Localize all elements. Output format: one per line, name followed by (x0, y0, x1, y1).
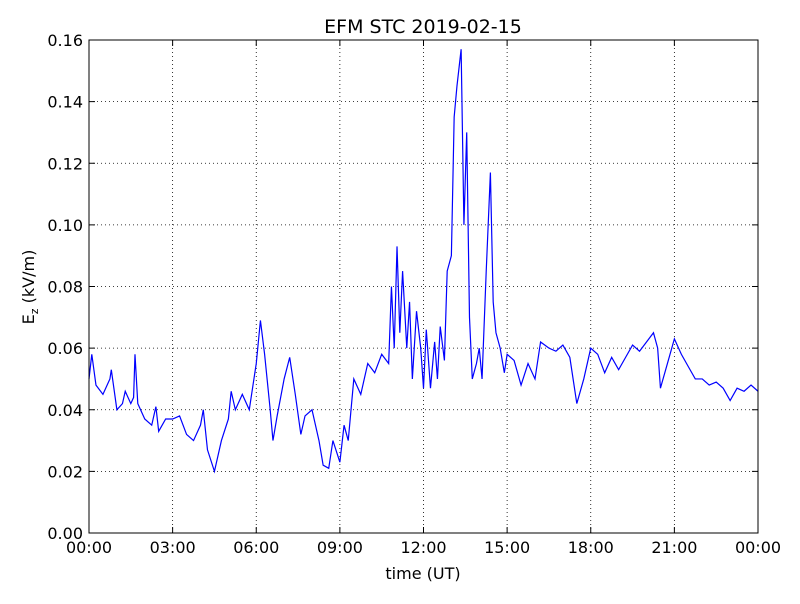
x-tick-label: 06:00 (233, 538, 279, 557)
y-label-main: E (19, 314, 38, 324)
y-tick-label: 0.04 (47, 401, 83, 420)
x-tick-label: 00:00 (735, 538, 781, 557)
y-tick-label: 0.16 (47, 31, 83, 50)
y-tick-label: 0.10 (47, 216, 83, 235)
y-tick-label: 0.12 (47, 154, 83, 173)
x-tick-label: 12:00 (400, 538, 446, 557)
x-axis-label: time (UT) (385, 564, 460, 583)
data-line (88, 49, 759, 474)
y-axis-label: Ez (kV/m) (19, 250, 41, 325)
y-label-rest: (kV/m) (19, 250, 38, 309)
y-tick-label: 0.02 (47, 462, 83, 481)
y-tick-label: 0.14 (47, 93, 83, 112)
x-tick-label: 00:00 (66, 538, 112, 557)
y-tick-label: 0.00 (47, 524, 83, 543)
x-tick-label: 21:00 (651, 538, 697, 557)
y-tick-label: 0.06 (47, 339, 83, 358)
x-tick-label: 09:00 (317, 538, 363, 557)
x-tick-label: 18:00 (568, 538, 614, 557)
plot-frame (88, 39, 759, 534)
chart-title: EFM STC 2019-02-15 (324, 16, 522, 38)
x-tick-label: 03:00 (150, 538, 196, 557)
x-tick-label: 15:00 (484, 538, 530, 557)
y-tick-label: 0.08 (47, 278, 83, 297)
y-label-sub: z (28, 308, 41, 314)
